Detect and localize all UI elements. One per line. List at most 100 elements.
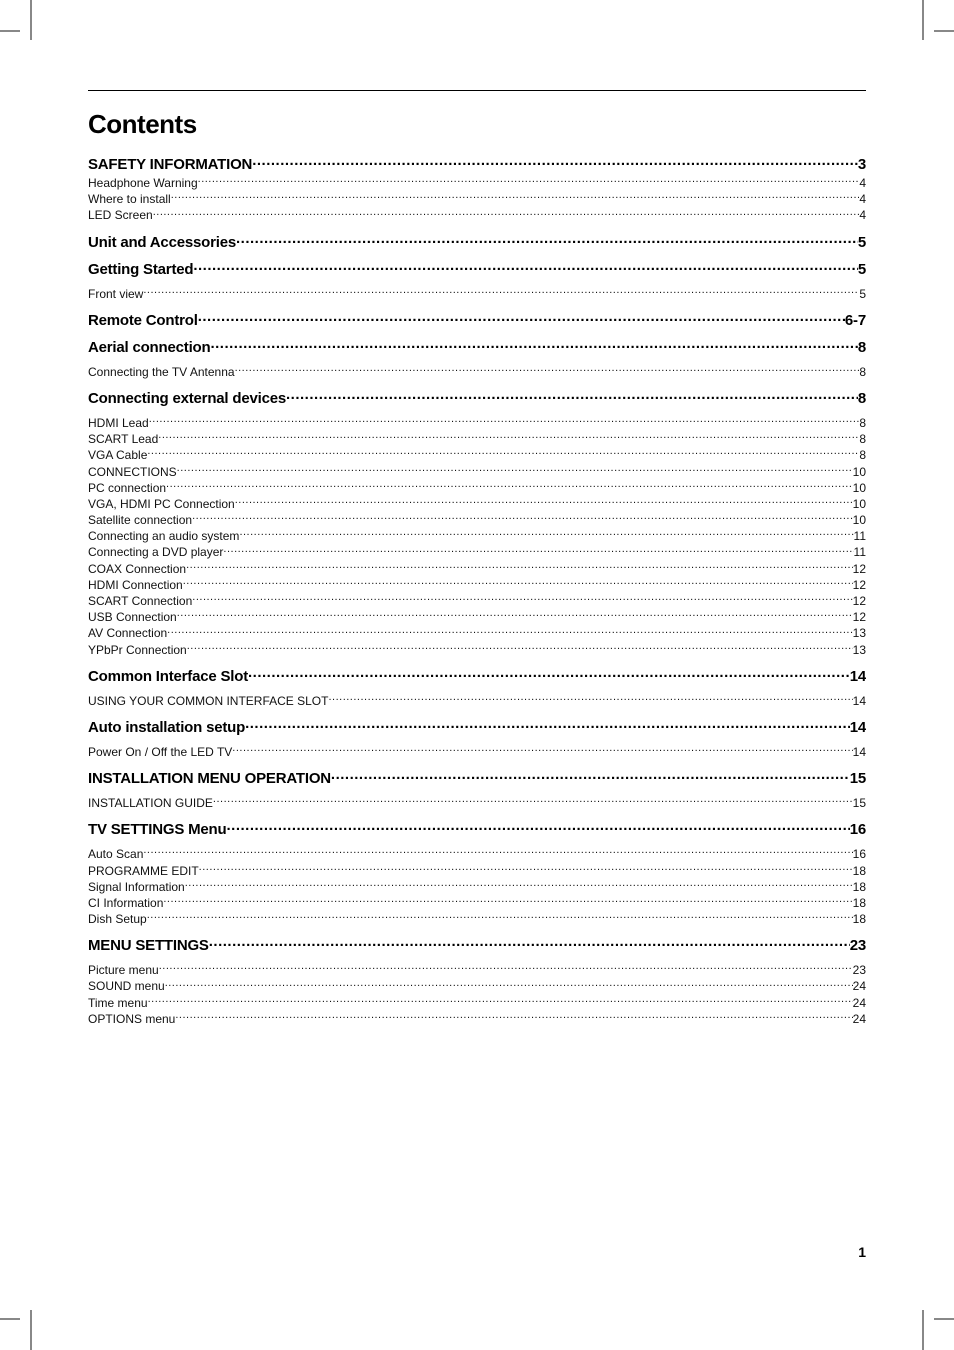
toc-entry: Headphone Warning 4 [88, 175, 866, 191]
toc-leader-dots [239, 528, 853, 540]
toc-label: MENU SETTINGS [88, 937, 209, 954]
toc-label: SAFETY INFORMATION [88, 156, 252, 173]
toc-label: YPbPr Connection [88, 642, 187, 658]
toc-leader-dots [248, 666, 850, 681]
toc-leader-dots [175, 1011, 852, 1023]
toc-label: PROGRAMME EDIT [88, 863, 199, 879]
toc-leader-dots [159, 962, 853, 974]
toc-leader-dots [148, 995, 853, 1007]
toc-leader-dots [171, 191, 860, 203]
toc-page-number: 8 [859, 364, 866, 380]
toc-label: Time menu [88, 995, 148, 1011]
toc-entry: Power On / Off the LED TV 14 [88, 744, 866, 760]
toc-section: Auto installation setup 14 [88, 717, 866, 736]
toc-leader-dots [143, 846, 852, 858]
toc-label: USING YOUR COMMON INTERFACE SLOT [88, 693, 328, 709]
toc-label: Auto Scan [88, 846, 143, 862]
toc-page-number: 14 [850, 719, 866, 736]
toc-label: Aerial connection [88, 339, 210, 356]
toc-leader-dots [147, 911, 853, 923]
toc-leader-dots [252, 154, 858, 169]
toc-label: HDMI Connection [88, 577, 183, 593]
toc-page-number: 24 [853, 978, 866, 994]
toc-label: VGA Cable [88, 447, 147, 463]
toc-leader-dots [192, 593, 852, 605]
toc-leader-dots [223, 544, 853, 556]
toc-leader-dots [186, 561, 853, 573]
toc-leader-dots [235, 364, 860, 376]
toc-entry: AV Connection 13 [88, 625, 866, 641]
toc-leader-dots [185, 879, 853, 891]
crop-mark [934, 30, 954, 32]
toc-entry: LED Screen 4 [88, 207, 866, 223]
crop-mark [922, 1310, 924, 1350]
toc-label: Headphone Warning [88, 175, 198, 191]
toc-entry: HDMI Connection 12 [88, 577, 866, 593]
toc-section: Connecting external devices 8 [88, 388, 866, 407]
toc-entry: Dish Setup 18 [88, 911, 866, 927]
toc-page-number: 4 [859, 175, 866, 191]
toc-leader-dots [147, 447, 859, 459]
toc-leader-dots [143, 286, 859, 298]
toc-page-number: 14 [853, 744, 866, 760]
toc-leader-dots [166, 480, 853, 492]
toc-page-number: 18 [853, 895, 866, 911]
toc-page-number: 8 [859, 447, 866, 463]
toc-label: Dish Setup [88, 911, 147, 927]
table-of-contents: SAFETY INFORMATION 3Headphone Warning 4W… [88, 154, 866, 1027]
toc-entry: HDMI Lead 8 [88, 415, 866, 431]
toc-label: Picture menu [88, 962, 159, 978]
toc-leader-dots [177, 464, 853, 476]
toc-label: SOUND menu [88, 978, 165, 994]
crop-mark [922, 0, 924, 40]
toc-entry: CI Information 18 [88, 895, 866, 911]
crop-mark [934, 1318, 954, 1320]
toc-leader-dots [209, 935, 850, 950]
toc-section: TV SETTINGS Menu 16 [88, 819, 866, 838]
toc-label: Satellite connection [88, 512, 192, 528]
toc-entry: INSTALLATION GUIDE 15 [88, 795, 866, 811]
toc-leader-dots [149, 415, 860, 427]
toc-entry: CONNECTIONS 10 [88, 464, 866, 480]
toc-section: Getting Started 5 [88, 259, 866, 278]
toc-leader-dots [331, 768, 850, 783]
toc-label: Front view [88, 286, 143, 302]
toc-label: OPTIONS menu [88, 1011, 175, 1027]
toc-entry: PC connection 10 [88, 480, 866, 496]
toc-leader-dots [192, 512, 853, 524]
toc-label: COAX Connection [88, 561, 186, 577]
toc-page-number: 24 [853, 1011, 866, 1027]
toc-label: Unit and Accessories [88, 234, 236, 251]
toc-page-number: 5 [858, 261, 866, 278]
toc-leader-dots [167, 625, 852, 637]
toc-page-number: 14 [850, 668, 866, 685]
toc-label: INSTALLATION GUIDE [88, 795, 213, 811]
toc-page-number: 18 [853, 863, 866, 879]
toc-label: Power On / Off the LED TV [88, 744, 232, 760]
toc-leader-dots [158, 431, 859, 443]
toc-entry: Connecting the TV Antenna 8 [88, 364, 866, 380]
toc-label: PC connection [88, 480, 166, 496]
toc-label: Common Interface Slot [88, 668, 248, 685]
toc-label: Connecting the TV Antenna [88, 364, 235, 380]
toc-page-number: 23 [853, 962, 866, 978]
toc-entry: Signal Information 18 [88, 879, 866, 895]
toc-page-number: 8 [859, 415, 866, 431]
toc-page-number: 8 [858, 339, 866, 356]
toc-page-number: 18 [853, 911, 866, 927]
toc-page-number: 16 [853, 846, 866, 862]
toc-entry: SCART Lead 8 [88, 431, 866, 447]
toc-leader-dots [245, 717, 850, 732]
toc-page-number: 10 [853, 496, 866, 512]
toc-leader-dots [213, 795, 853, 807]
toc-label: TV SETTINGS Menu [88, 821, 226, 838]
toc-page-number: 14 [853, 693, 866, 709]
toc-label: AV Connection [88, 625, 167, 641]
toc-page-number: 6-7 [845, 312, 866, 329]
crop-mark [0, 1318, 20, 1320]
crop-mark [30, 1310, 32, 1350]
toc-entry: Where to install 4 [88, 191, 866, 207]
toc-page-number: 12 [853, 577, 866, 593]
toc-entry: Connecting a DVD player 11 [88, 544, 866, 560]
toc-page-number: 8 [859, 431, 866, 447]
